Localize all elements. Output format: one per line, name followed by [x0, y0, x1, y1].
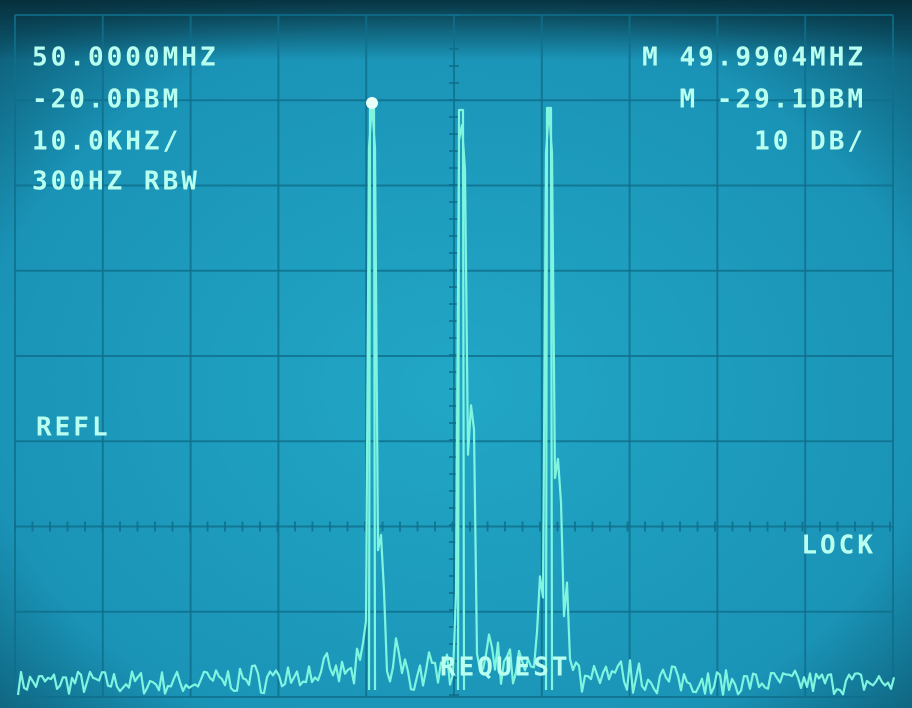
graticule: [14, 14, 894, 698]
reference-level: -20.0DBM: [32, 85, 181, 115]
span-per-div: 10.0KHZ/: [32, 127, 181, 157]
scale-per-div: 10 DB/: [754, 127, 866, 157]
center-frequency: 50.0000MHZ: [32, 43, 219, 73]
refl-label: REFL: [36, 413, 111, 443]
request-label: REQUEST: [440, 653, 571, 683]
marker-frequency: M 49.9904MHZ: [642, 43, 866, 73]
marker-dot: [366, 97, 378, 109]
lock-label: LOCK: [801, 531, 876, 561]
marker-level: M -29.1DBM: [679, 85, 866, 115]
resolution-bandwidth: 300HZ RBW: [32, 167, 200, 197]
